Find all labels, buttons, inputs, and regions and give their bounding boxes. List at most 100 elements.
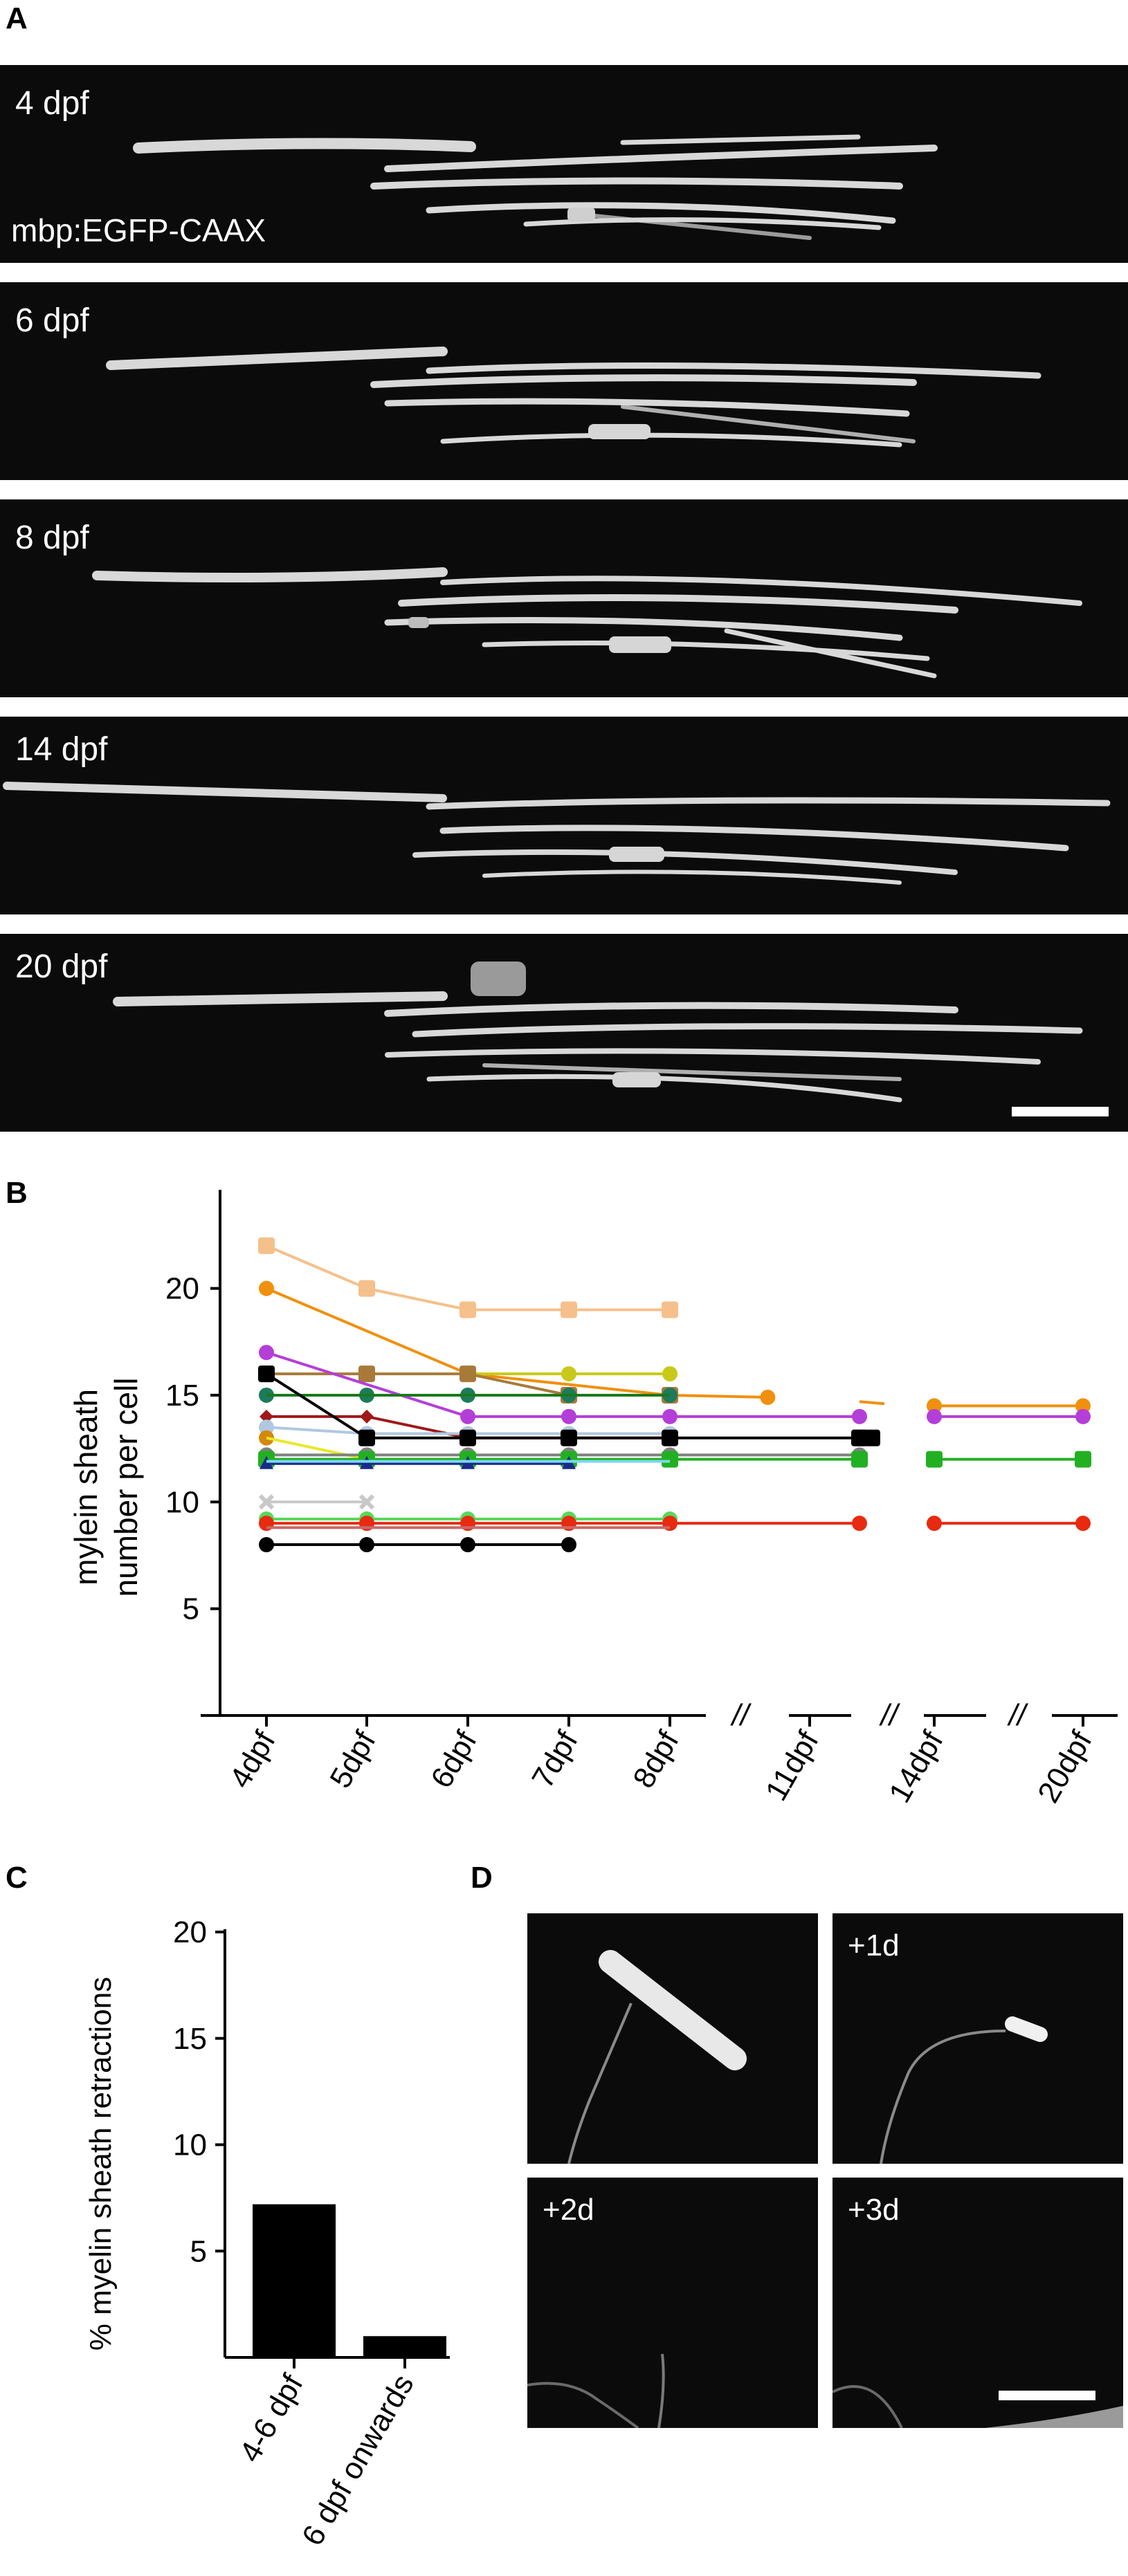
data-point [662, 1408, 677, 1424]
y-tick-label: 15 [173, 2022, 207, 2056]
micrograph-14dpf: 14 dpf [0, 717, 1128, 914]
time-label: +1d [848, 1929, 900, 1962]
time-label: +2d [543, 2193, 594, 2227]
data-point [852, 1516, 867, 1531]
data-point [359, 1537, 374, 1553]
data-point [259, 1280, 274, 1296]
axis-break-symbol: // [730, 1698, 752, 1732]
data-point [662, 1366, 677, 1382]
data-point [662, 1451, 678, 1468]
oligodendrocyte-image [113, 962, 1083, 1103]
axis-break-symbol: // [879, 1698, 900, 1732]
sheath-image [833, 2385, 1123, 2428]
data-point [460, 1408, 475, 1424]
data-point [561, 1537, 576, 1553]
data-point [258, 1365, 275, 1383]
data-point [927, 1398, 942, 1414]
bar [363, 2336, 446, 2357]
marker-label: mbp:EGFP-CAAX [11, 212, 266, 248]
data-point [259, 1345, 274, 1361]
sheath-image [527, 2353, 665, 2428]
x-tick-label: 14dpf [882, 1725, 950, 1809]
data-point [358, 1280, 375, 1297]
panel-letter-a: A [6, 1, 28, 35]
data-point [561, 1408, 576, 1424]
data-point [851, 1451, 868, 1468]
scale-bar [999, 2391, 1095, 2400]
data-point [460, 1537, 475, 1553]
data-point [927, 1516, 942, 1531]
time-label: +3d [848, 2193, 900, 2227]
micrograph-4dpf: 4 dpf mbp:EGFP-CAAX [0, 65, 1128, 263]
data-point [1075, 1451, 1091, 1468]
retractions-bar-chart: 5 10 15 20 % myelin sheath retractions 4-6 dp… [84, 1915, 450, 2552]
data-point [259, 1537, 274, 1553]
y-tick-label: 15 [165, 1379, 199, 1413]
axis-break-symbol: // [1007, 1698, 1028, 1732]
timelapse-day2: +2d [527, 2178, 818, 2428]
scale-bar [1012, 1107, 1109, 1116]
x-tick-label: 7dpf [525, 1725, 585, 1794]
data-point-stroke [258, 1494, 275, 1510]
timelapse-day1: +1d [833, 1913, 1123, 2164]
stage-label: 6 dpf [15, 302, 89, 339]
sheath-image [880, 2016, 1048, 2164]
data-point [561, 1429, 577, 1446]
y-axis-label: % myelin sheath retractions [84, 1977, 118, 2350]
y-axis-label-line: mylein sheath [68, 1389, 104, 1585]
stage-label: 20 dpf [15, 948, 108, 985]
x-tick-label: 8dpf [626, 1725, 686, 1794]
oligodendrocyte-image [92, 567, 1082, 679]
y-axis-label: mylein sheath number per cell [68, 1377, 144, 1597]
panel-letter-d: D [471, 1861, 493, 1895]
series-line [266, 1287, 768, 1399]
panel-letter-b: B [6, 1176, 28, 1210]
x-tick-label: 20dpf [1031, 1725, 1099, 1809]
data-point [926, 1451, 943, 1468]
micrograph-20dpf: 20 dpf [0, 934, 1128, 1132]
data-point [460, 1429, 476, 1446]
oligodendrocyte-image [106, 347, 1041, 448]
micrograph-8dpf: 8 dpf [0, 499, 1128, 697]
oligodendrocyte-image [3, 782, 1111, 885]
x-tick-label: 6 dpf onwards [295, 2369, 421, 2552]
data-point [460, 1301, 476, 1318]
data-point [927, 1408, 942, 1424]
stage-label: 14 dpf [15, 731, 108, 768]
data-point [258, 1237, 275, 1254]
timelapse-day3: +3d [833, 2178, 1123, 2428]
y-tick-label: 10 [173, 2128, 207, 2162]
x-tick-label: 11dpf [759, 1725, 826, 1807]
data-point [1075, 1516, 1091, 1531]
x-tick-label: 4dpf [223, 1725, 282, 1794]
data-point [358, 1429, 375, 1446]
y-tick-label: 5 [183, 1592, 199, 1626]
data-point [1075, 1398, 1091, 1414]
series-line [266, 1244, 670, 1312]
data-point [460, 1365, 476, 1383]
bar [253, 2204, 336, 2357]
data-point [360, 1409, 374, 1424]
data-point [358, 1365, 375, 1383]
data-point [259, 1419, 274, 1435]
y-tick-label: 10 [165, 1485, 199, 1519]
sheath-number-line-chart: 5 10 15 20 mylein sheath number per cell // // /… [68, 1190, 1118, 1809]
series-line [859, 1400, 885, 1406]
timelapse-day0 [527, 1913, 818, 2164]
series-line [265, 1372, 859, 1439]
data-point [662, 1429, 678, 1446]
stage-label: 4 dpf [15, 85, 89, 122]
micrograph-6dpf: 6 dpf [0, 282, 1128, 480]
data-point [358, 1494, 375, 1510]
panel-letter-c: C [6, 1861, 28, 1895]
data-point [259, 1430, 274, 1446]
data-point [864, 1429, 880, 1446]
data-point [760, 1390, 776, 1406]
data-point [561, 1366, 576, 1382]
x-tick-label: 5dpf [323, 1725, 383, 1794]
stage-label: 8 dpf [15, 519, 89, 556]
y-tick-label: 5 [190, 2234, 207, 2268]
data-point [561, 1301, 577, 1318]
data-point-stroke [358, 1494, 375, 1510]
data-point [258, 1494, 275, 1510]
